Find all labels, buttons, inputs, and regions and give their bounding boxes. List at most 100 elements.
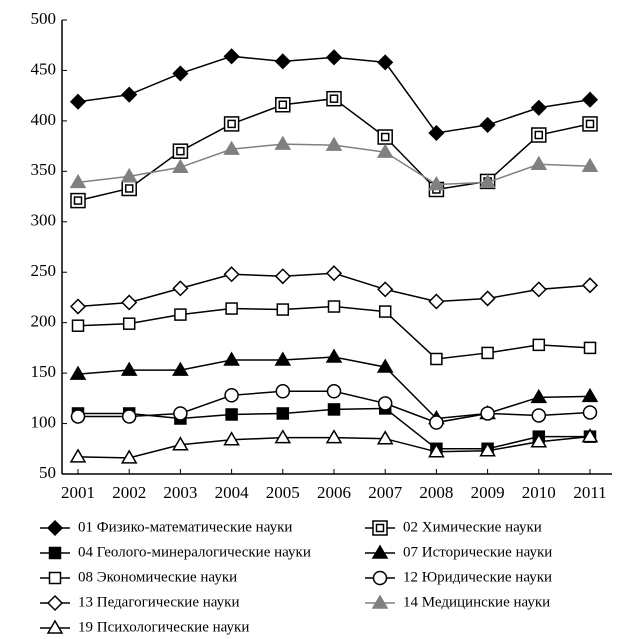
marker-part [530, 99, 547, 116]
marker-part [325, 136, 343, 151]
marker [274, 351, 292, 366]
marker-part [530, 433, 548, 448]
marker-part [377, 54, 394, 71]
marker-part [121, 409, 137, 424]
y-tick-label: 250 [31, 261, 57, 280]
marker [120, 167, 138, 183]
marker [326, 90, 342, 107]
marker [120, 361, 138, 376]
marker-part [371, 594, 389, 609]
marker-part [274, 135, 292, 150]
marker [581, 91, 599, 108]
marker [69, 173, 87, 189]
marker [46, 519, 64, 537]
x-tick-label: 2004 [215, 483, 250, 502]
marker [371, 544, 389, 559]
marker [325, 348, 343, 363]
x-tick-label: 2001 [61, 483, 95, 502]
marker-part [479, 442, 496, 457]
marker-part [223, 351, 240, 366]
marker-part [375, 523, 385, 533]
marker [531, 408, 547, 423]
marker [377, 54, 394, 71]
marker [70, 409, 86, 424]
marker-part [172, 158, 189, 174]
marker-part [530, 281, 547, 298]
marker [225, 408, 238, 421]
marker [172, 158, 189, 174]
marker [378, 305, 392, 318]
legend-label: 07 Исторические науки [403, 544, 552, 560]
marker [583, 341, 597, 355]
marker [223, 351, 240, 366]
marker-part [227, 119, 236, 129]
marker-part [70, 409, 86, 424]
x-tick-label: 2010 [522, 483, 556, 502]
marker [581, 277, 599, 294]
marker-part [172, 436, 189, 451]
marker-part [371, 544, 389, 559]
marker [327, 403, 341, 416]
marker-part [430, 352, 443, 366]
marker [532, 338, 546, 352]
marker-part [530, 155, 548, 171]
marker [325, 136, 343, 151]
marker-part [172, 280, 189, 297]
marker [70, 192, 86, 209]
legend-label: 01 Физико-математические науки [78, 519, 292, 535]
marker [530, 281, 547, 298]
marker-part [71, 319, 85, 332]
marker-part [376, 143, 394, 158]
marker [121, 180, 137, 197]
marker-part [325, 348, 343, 363]
marker [327, 300, 341, 313]
marker [479, 290, 496, 307]
marker [172, 65, 189, 82]
marker [69, 298, 87, 315]
marker [371, 594, 389, 609]
marker-part [69, 298, 87, 315]
marker [274, 53, 291, 70]
marker [174, 308, 187, 321]
marker [48, 571, 62, 585]
y-tick-label: 350 [31, 160, 57, 179]
marker-part [223, 266, 240, 283]
marker [377, 396, 393, 411]
marker-part [326, 384, 342, 399]
marker [275, 384, 291, 399]
marker [122, 317, 136, 330]
marker [376, 430, 394, 445]
y-tick-label: 450 [31, 59, 57, 78]
marker [223, 266, 240, 283]
marker-part [69, 93, 87, 110]
marker [121, 86, 138, 103]
legend-label: 02 Химические науки [403, 519, 542, 535]
marker [225, 302, 238, 315]
marker [530, 433, 548, 448]
marker-part [69, 448, 87, 463]
marker-part [376, 430, 394, 445]
marker [223, 116, 240, 132]
marker-part [69, 173, 87, 189]
marker [326, 384, 342, 399]
legend-label: 14 Медицинские науки [403, 594, 550, 610]
marker-part [581, 428, 599, 443]
marker-part [225, 408, 238, 421]
marker-part [531, 408, 547, 423]
marker [479, 442, 496, 457]
marker [172, 280, 189, 297]
marker [481, 346, 494, 360]
marker-part [276, 407, 290, 420]
marker-part [173, 406, 188, 421]
marker-part [122, 317, 136, 330]
marker [582, 405, 598, 420]
marker [428, 175, 445, 191]
marker-part [120, 361, 138, 376]
y-tick-label: 500 [31, 9, 57, 28]
marker-part [585, 119, 595, 129]
marker-part [172, 65, 189, 82]
marker [69, 93, 87, 110]
marker [274, 135, 292, 150]
marker-part [480, 406, 495, 421]
